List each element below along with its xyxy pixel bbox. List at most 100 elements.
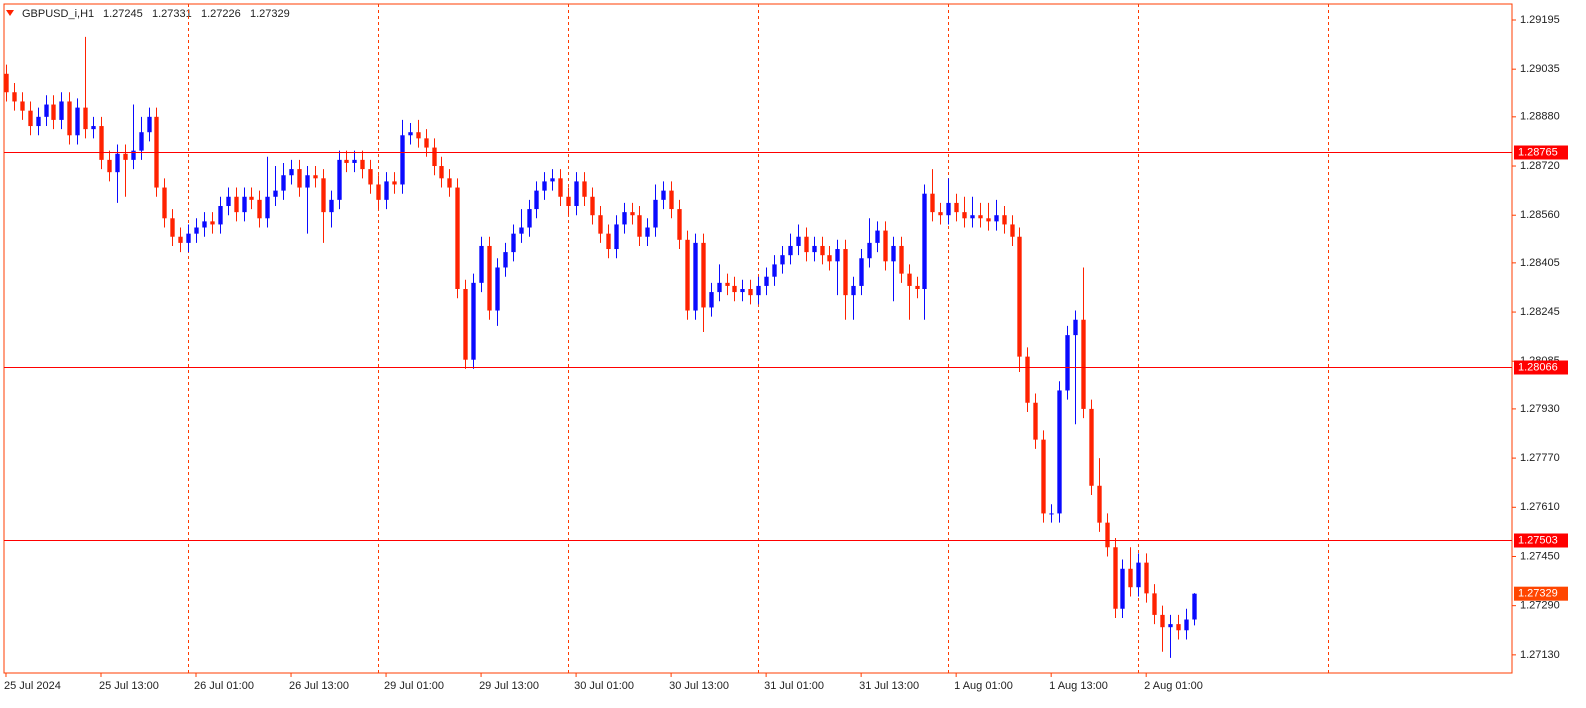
price-label-box bbox=[1514, 586, 1568, 601]
candle-body bbox=[582, 181, 587, 197]
level-label-box bbox=[1514, 533, 1568, 548]
candle-body bbox=[899, 245, 904, 274]
candle-body bbox=[740, 289, 745, 293]
candle-body bbox=[352, 159, 357, 163]
candle-body bbox=[1033, 402, 1038, 440]
candle-body bbox=[202, 221, 207, 228]
candle-body bbox=[321, 178, 326, 213]
candle-body bbox=[170, 218, 175, 237]
x-tick-label: 26 Jul 13:00 bbox=[289, 680, 349, 692]
candle-body bbox=[1089, 408, 1094, 486]
x-tick-label: 29 Jul 01:00 bbox=[384, 680, 444, 692]
symbol-title: GBPUSD_i,H1 bbox=[22, 8, 94, 20]
candle-body bbox=[827, 255, 832, 262]
candle-body bbox=[44, 104, 49, 117]
x-tick-label: 1 Aug 01:00 bbox=[954, 680, 1013, 692]
candle-body bbox=[123, 153, 128, 160]
candle-body bbox=[1017, 236, 1022, 357]
candle-body bbox=[1025, 356, 1030, 403]
candle-body bbox=[851, 285, 856, 296]
candle-body bbox=[1010, 224, 1015, 237]
quote-close: 1.27329 bbox=[250, 8, 290, 20]
candle-body bbox=[1144, 562, 1149, 594]
candle-body bbox=[329, 199, 334, 213]
candle-body bbox=[463, 289, 468, 360]
candle-body bbox=[83, 107, 88, 130]
y-tick-label: 1.27450 bbox=[1520, 550, 1560, 562]
candle-body bbox=[455, 187, 460, 290]
candle-body bbox=[234, 196, 239, 213]
candle-body bbox=[875, 230, 880, 243]
candle-body bbox=[400, 135, 405, 185]
candle-body bbox=[131, 150, 136, 160]
x-tick-label: 1 Aug 13:00 bbox=[1049, 680, 1108, 692]
candle-body bbox=[257, 199, 262, 219]
candle-body bbox=[416, 132, 421, 139]
candle-body bbox=[598, 215, 603, 234]
candle-body bbox=[1160, 614, 1165, 628]
candle-body bbox=[835, 249, 840, 262]
candle-body bbox=[147, 116, 152, 133]
menu-triangle[interactable] bbox=[6, 10, 14, 16]
candle-body bbox=[938, 212, 943, 216]
x-tick-label: 30 Jul 01:00 bbox=[574, 680, 634, 692]
candle-body bbox=[590, 196, 595, 216]
y-tick-label: 1.29195 bbox=[1520, 14, 1560, 26]
candle-body bbox=[139, 132, 144, 151]
candle-body bbox=[915, 285, 920, 290]
candle-body bbox=[527, 209, 532, 228]
x-tick-label: 25 Jul 13:00 bbox=[99, 680, 159, 692]
candle-body bbox=[661, 190, 666, 200]
candle-body bbox=[67, 101, 72, 136]
x-tick-label: 30 Jul 13:00 bbox=[669, 680, 729, 692]
y-tick-label: 1.28880 bbox=[1520, 111, 1560, 123]
candle-body bbox=[978, 215, 983, 219]
candle-body bbox=[922, 193, 927, 290]
candle-body bbox=[1049, 513, 1054, 515]
candle-body bbox=[796, 236, 801, 246]
x-tick-label: 31 Jul 01:00 bbox=[764, 680, 824, 692]
candle-body bbox=[812, 245, 817, 253]
candle-body bbox=[709, 292, 714, 308]
candle-body bbox=[75, 107, 80, 136]
candle-body bbox=[1176, 624, 1181, 631]
candle-body bbox=[843, 249, 848, 296]
candle-body bbox=[732, 285, 737, 293]
candle-body bbox=[970, 215, 975, 219]
x-tick-label: 2 Aug 01:00 bbox=[1144, 680, 1203, 692]
candle-body bbox=[891, 245, 896, 262]
candle-body bbox=[249, 196, 254, 200]
candle-body bbox=[115, 153, 120, 173]
price-label: 1.27329 bbox=[1518, 588, 1558, 600]
candle-body bbox=[614, 224, 619, 250]
candle-body bbox=[408, 132, 413, 136]
x-tick-label: 26 Jul 01:00 bbox=[194, 680, 254, 692]
candle-body bbox=[487, 245, 492, 311]
y-tick-label: 1.27770 bbox=[1520, 452, 1560, 464]
candle-body bbox=[384, 181, 389, 200]
candle-body bbox=[20, 101, 25, 111]
candle-body bbox=[265, 196, 270, 219]
candle-body bbox=[1184, 619, 1189, 631]
y-tick-label: 1.27130 bbox=[1520, 649, 1560, 661]
candle-body bbox=[51, 104, 56, 120]
quote-high: 1.27331 bbox=[152, 8, 192, 20]
x-tick-label: 29 Jul 13:00 bbox=[479, 680, 539, 692]
y-tick-label: 1.28560 bbox=[1520, 209, 1560, 221]
candle-body bbox=[677, 209, 682, 240]
candle-body bbox=[962, 212, 967, 219]
candle-body bbox=[297, 169, 302, 188]
x-tick-label: 25 Jul 2024 bbox=[4, 680, 61, 692]
candle-body bbox=[653, 199, 658, 228]
candle-body bbox=[788, 245, 793, 256]
candle-body bbox=[1057, 390, 1062, 514]
candle-body bbox=[685, 239, 690, 311]
candle-body bbox=[273, 190, 278, 197]
candle-body bbox=[930, 193, 935, 213]
candle-body bbox=[574, 181, 579, 206]
candle-body bbox=[12, 92, 17, 102]
candle-body bbox=[305, 175, 310, 188]
